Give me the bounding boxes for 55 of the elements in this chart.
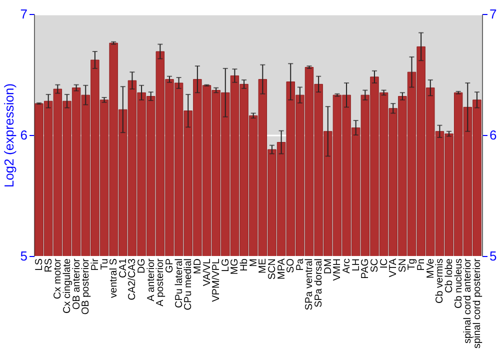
x-tick-label: SPa dorsal <box>314 258 325 308</box>
x-tick-label: OB posterior <box>80 258 92 315</box>
x-tick-label: PAG <box>360 258 372 279</box>
x-tick-label: Cb vermis <box>434 258 446 304</box>
x-tick-label: Pa <box>294 258 306 271</box>
x-tick-label: CPu lateral <box>174 258 185 308</box>
x-tick-label: VPM/VPL <box>211 258 222 302</box>
x-tick-label: Arc <box>342 258 353 274</box>
x-tick-label: IC <box>378 258 390 268</box>
x-tick-label: A posterior <box>155 258 166 306</box>
x-tick-label: SCN <box>266 258 278 280</box>
x-tick-label: spinal cord anterior <box>462 258 474 344</box>
x-tick-label: Tu <box>99 258 110 270</box>
x-tick-label: CA1 <box>118 258 129 278</box>
x-tick-label: VTA <box>388 258 400 278</box>
x-tick-label: M <box>248 258 260 267</box>
x-tick-label: GP <box>164 258 176 273</box>
y-axis-title: Log2 (expression) <box>1 83 16 188</box>
x-tick-label: MG <box>230 258 241 275</box>
y2-tick-label: 6 <box>490 128 497 142</box>
x-tick-label: Hb <box>239 258 250 272</box>
x-tick-label: spinal cord posterior <box>472 258 483 349</box>
x-tick-label: VMH <box>332 258 344 281</box>
x-tick-label: SO <box>286 258 297 273</box>
x-tick-label: LH <box>350 258 362 272</box>
x-tick-label: MD <box>192 258 204 274</box>
x-tick-label: Cx cingulate <box>62 258 73 314</box>
x-tick-label: Cb nucleus <box>453 258 464 309</box>
x-tick-label: MPA <box>276 258 288 280</box>
y2-tick-label: 7 <box>490 6 497 22</box>
x-tick-label: Cx motor <box>52 258 64 300</box>
x-tick-label: VA/VL <box>202 258 213 286</box>
x-tick-label: Pir <box>90 258 101 271</box>
x-tick-label: Pn <box>416 258 428 271</box>
y2-tick-label: 5 <box>490 248 497 264</box>
x-tick-label: MVe <box>425 258 436 279</box>
x-tick-label: LG <box>220 258 232 272</box>
x-tick-label: DG <box>136 258 148 274</box>
x-tick-label: CPu medial <box>183 258 194 310</box>
x-tick-label: CA2/CA3 <box>127 258 138 300</box>
y-tick-label: 7 <box>20 6 28 22</box>
x-tick-label: OB anterior <box>71 258 82 310</box>
y-tick-label: 6 <box>20 128 28 142</box>
x-tick-label: A anterior <box>146 258 157 302</box>
x-tick-label: Cb lobe <box>444 258 456 293</box>
x-tick-label: DM <box>322 258 334 274</box>
x-tick-label: SC <box>369 258 380 272</box>
x-tick-label: RS <box>43 258 54 272</box>
x-tick-label: ventral S <box>108 258 120 298</box>
y-tick-label: 5 <box>20 248 28 264</box>
x-tick-label: Tg <box>406 258 418 270</box>
x-tick-label: SN <box>397 258 408 272</box>
x-tick-label: SPa ventral <box>304 258 316 310</box>
x-tick-label: LS <box>34 258 46 271</box>
x-tick-label: ME <box>258 258 269 274</box>
